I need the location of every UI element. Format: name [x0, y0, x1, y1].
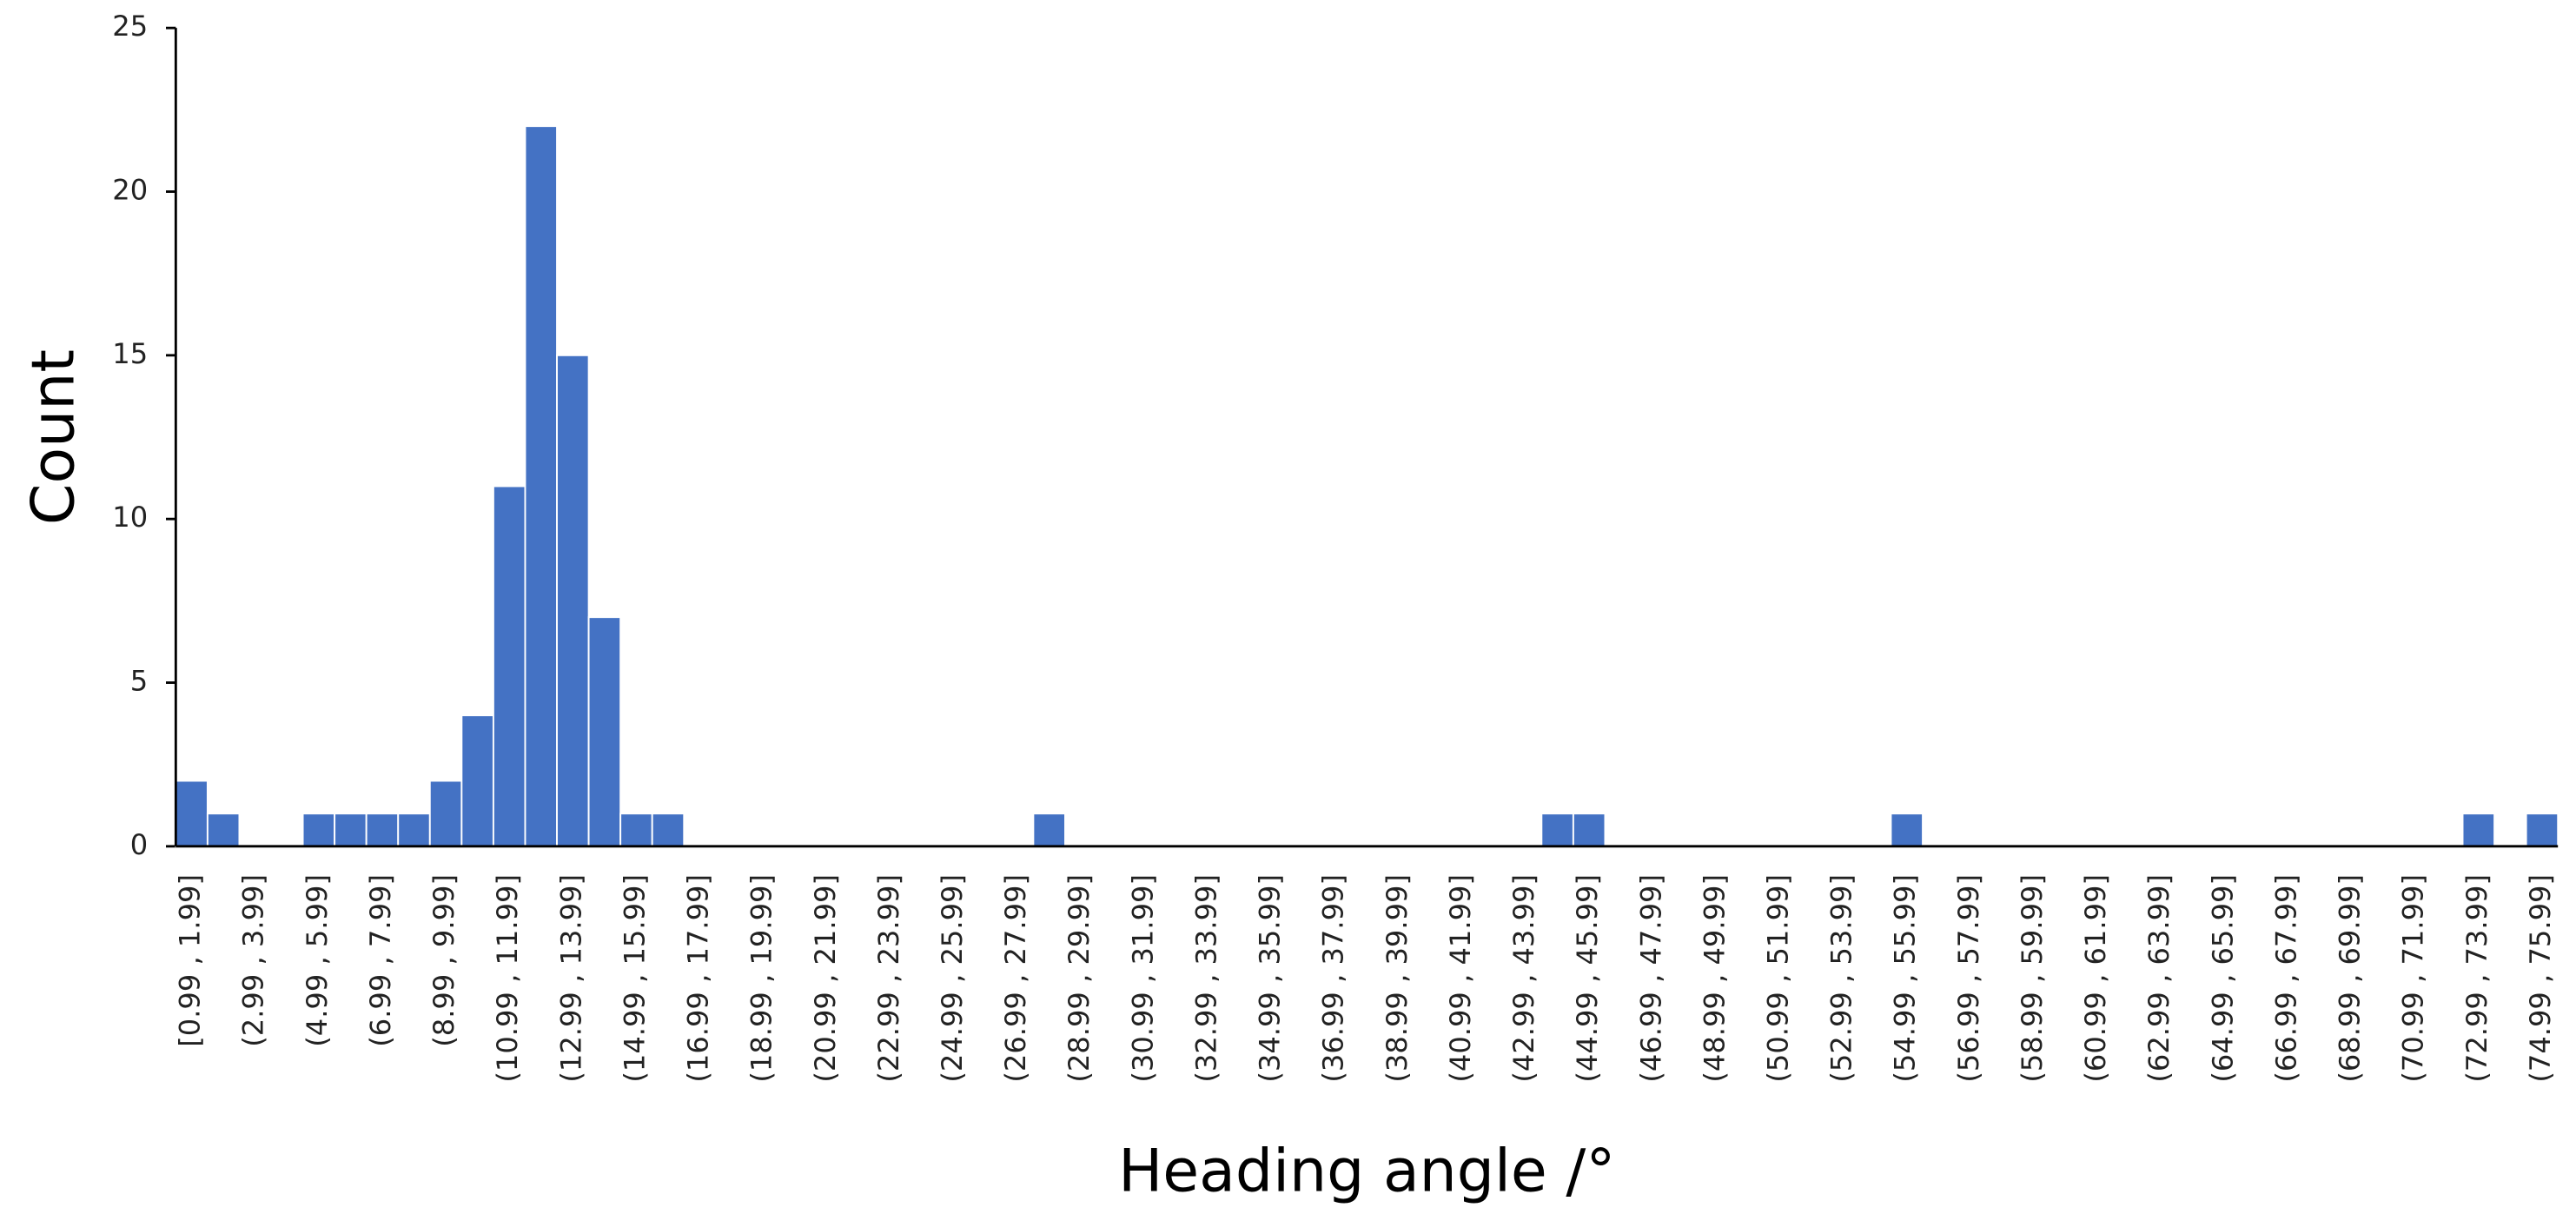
- x-tick-label: (14.99 , 15.99]: [618, 874, 651, 1083]
- x-tick-label: (38.99 , 39.99]: [1381, 874, 1414, 1083]
- bar: [206, 813, 241, 847]
- x-tick-label: (56.99 , 57.99]: [1952, 874, 1985, 1083]
- x-tick-label: (68.99 , 69.99]: [2334, 874, 2367, 1083]
- y-tick-label: 5: [130, 665, 148, 698]
- x-tick-label: (44.99 , 45.99]: [1571, 874, 1604, 1083]
- x-tick-label: (36.99 , 37.99]: [1317, 874, 1350, 1083]
- bar: [1572, 813, 1606, 847]
- x-tick-label: (6.99 , 7.99]: [364, 874, 397, 1047]
- x-tick-label: (32.99 , 33.99]: [1189, 874, 1222, 1083]
- x-tick-label: (12.99 , 13.99]: [554, 874, 587, 1083]
- y-tick-label: 10: [112, 501, 148, 534]
- x-tick-label: (24.99 , 25.99]: [936, 874, 969, 1083]
- x-tick-label: (8.99 , 9.99]: [427, 874, 460, 1047]
- bar: [2525, 813, 2559, 847]
- bar: [460, 714, 494, 847]
- bar: [1540, 813, 1574, 847]
- x-tick-label: (40.99 , 41.99]: [1444, 874, 1477, 1083]
- bar: [365, 813, 400, 847]
- x-tick-label: (74.99 , 75.99]: [2524, 874, 2557, 1083]
- x-axis-label: Heading angle /°: [1118, 1138, 1615, 1206]
- bar: [524, 125, 558, 847]
- y-tick-label: 25: [112, 10, 148, 43]
- x-tick-label: (22.99 , 23.99]: [872, 874, 905, 1083]
- x-tick-label: [0.99 , 1.99]: [174, 874, 207, 1047]
- bar: [301, 813, 336, 847]
- x-tick-label: (42.99 , 43.99]: [1507, 874, 1540, 1083]
- x-tick-label: (18.99 , 19.99]: [745, 874, 778, 1083]
- x-tick-label: (70.99 , 71.99]: [2397, 874, 2430, 1083]
- x-tick-label: (30.99 , 31.99]: [1126, 874, 1159, 1083]
- x-tick-label: (54.99 , 55.99]: [1889, 874, 1922, 1083]
- x-tick-label: (10.99 , 11.99]: [491, 874, 524, 1083]
- x-tick-label: (60.99 , 61.99]: [2079, 874, 2112, 1083]
- x-tick-label: (66.99 , 67.99]: [2269, 874, 2302, 1083]
- x-tick-label: (46.99 , 47.99]: [1634, 874, 1667, 1083]
- x-tick-label: (4.99 , 5.99]: [301, 874, 334, 1047]
- y-axis-label: Count: [20, 349, 89, 525]
- x-tick-label: (62.99 , 63.99]: [2142, 874, 2175, 1083]
- x-tick-label: (58.99 , 59.99]: [2016, 874, 2049, 1083]
- bar: [587, 616, 622, 847]
- x-tick-label: (72.99 , 73.99]: [2460, 874, 2493, 1083]
- x-tick-label: (48.99 , 49.99]: [1698, 874, 1731, 1083]
- bar: [175, 780, 209, 847]
- x-tick-label: (50.99 , 51.99]: [1762, 874, 1795, 1083]
- x-tick-label: (2.99 , 3.99]: [237, 874, 270, 1047]
- x-tick-label: (28.99 , 29.99]: [1063, 874, 1096, 1083]
- bar: [334, 813, 368, 847]
- x-tick-label: (34.99 , 35.99]: [1254, 874, 1287, 1083]
- x-tick-label: (16.99 , 17.99]: [682, 874, 715, 1083]
- bar: [1890, 813, 1924, 847]
- y-tick-label: 20: [112, 173, 148, 206]
- bar: [2461, 813, 2496, 847]
- x-tick-label: (20.99 , 21.99]: [809, 874, 842, 1083]
- y-tick-label: 15: [112, 337, 148, 370]
- bar: [1032, 813, 1066, 847]
- bar: [428, 780, 463, 847]
- x-tick-label: (52.99 , 53.99]: [1825, 874, 1858, 1083]
- bar: [651, 813, 685, 847]
- bar: [397, 813, 431, 847]
- bar: [619, 813, 653, 847]
- bar: [492, 485, 526, 847]
- x-tick-label: (26.99 , 27.99]: [999, 874, 1032, 1083]
- y-tick-label: 0: [130, 828, 148, 861]
- x-tick-label: (64.99 , 65.99]: [2206, 874, 2239, 1083]
- bar: [556, 354, 590, 847]
